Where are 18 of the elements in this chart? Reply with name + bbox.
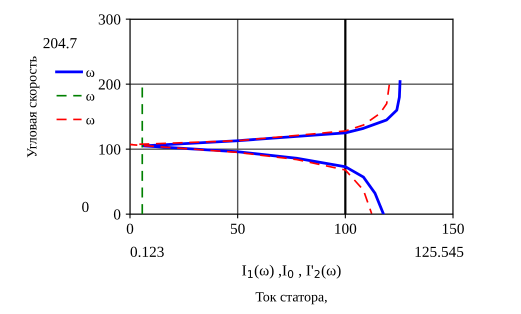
- text: 0: [82, 202, 89, 212]
- y-tick-label: 100: [99, 144, 120, 155]
- text: 204.7: [43, 38, 77, 48]
- y-tick-label: 0: [114, 209, 120, 220]
- text: 125.545: [416, 246, 464, 258]
- x-tick-label: 100: [335, 224, 356, 234]
- legend-label: ω: [86, 94, 94, 101]
- x-tick-label: 150: [442, 224, 464, 234]
- x-axis-title: I$_{1}$(ω) ,I$_{0}$ , I'$_{2}$(ω): [242, 264, 341, 279]
- legend-label: ω: [86, 118, 94, 124]
- x-tick-label: 0: [126, 224, 134, 234]
- y-tick-label: 300: [98, 14, 120, 25]
- y-tick-label: 200: [98, 79, 120, 90]
- text: Угловая скорость: [27, 56, 40, 158]
- text: Ток статора,: [256, 292, 327, 304]
- legend-label: ω: [86, 70, 94, 77]
- text: 0.123: [130, 246, 164, 258]
- x-tick-label: 50: [230, 224, 245, 234]
